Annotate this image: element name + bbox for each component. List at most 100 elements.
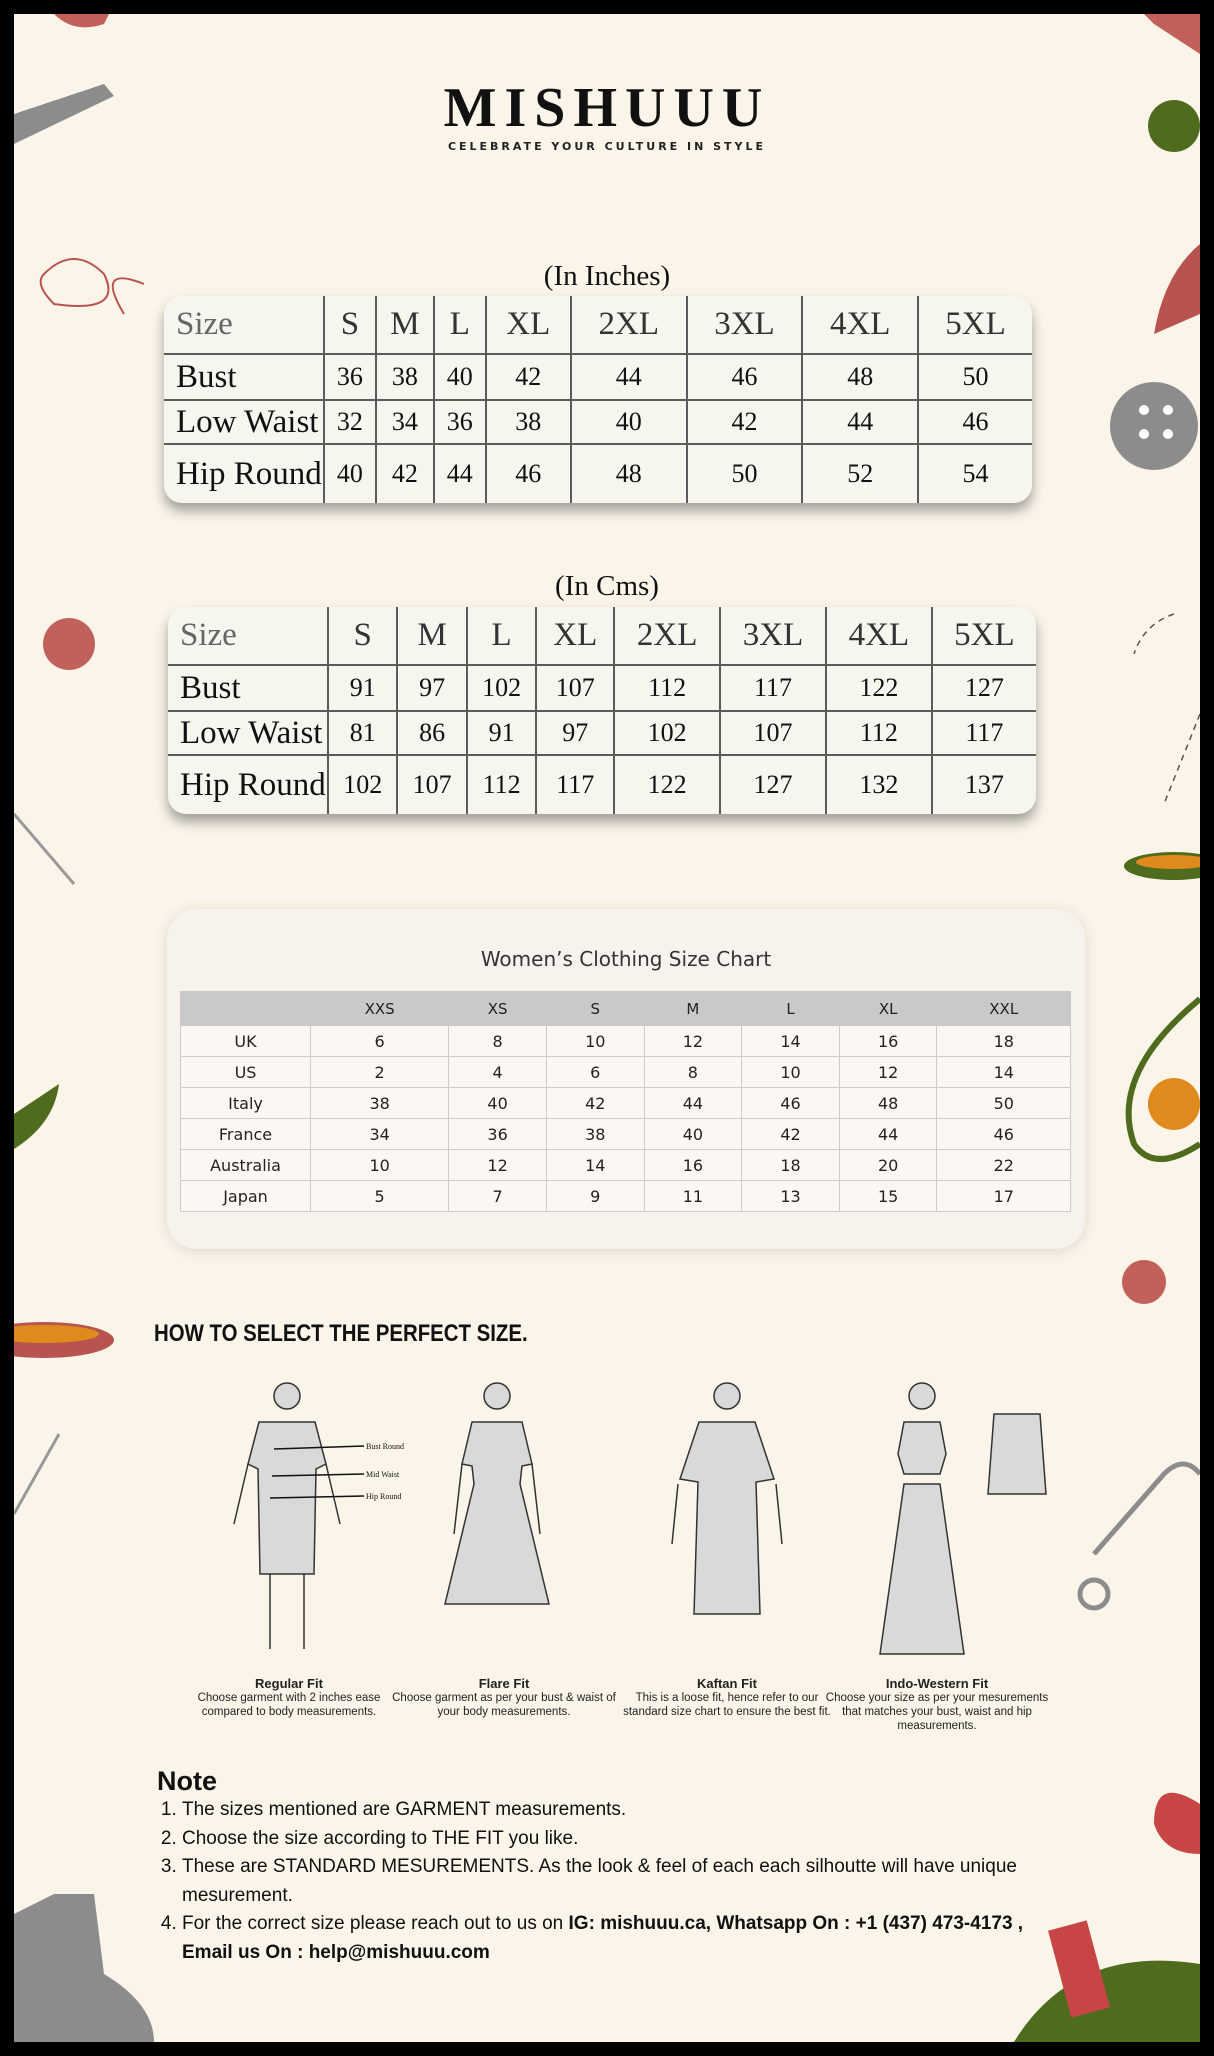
fit-caption: Flare Fit Choose garment as per your bust… [389, 1677, 619, 1719]
row: Japan 5 7 9 11 13 15 17 [180, 1180, 1071, 1212]
row: US 2 4 6 8 10 12 14 [180, 1056, 1071, 1088]
cell: 34 [374, 399, 435, 445]
header-cell: XXL [936, 991, 1071, 1026]
header-cell: 2XL [569, 296, 688, 355]
note-text: For the correct size please reach out to… [182, 1913, 569, 1934]
header-cell: 5XL [917, 296, 1032, 355]
row: Bust 91 97 102 107 112 117 122 127 [168, 664, 1036, 712]
cell: 16 [838, 1025, 938, 1057]
cell: 8 [643, 1056, 743, 1088]
cell: 38 [309, 1087, 450, 1119]
cell: 54 [917, 443, 1032, 503]
cell: 102 [326, 754, 399, 814]
cell: 40 [323, 443, 377, 503]
cell: 50 [936, 1087, 1071, 1119]
cell: 36 [432, 399, 487, 445]
table-title: (In Cms) [555, 570, 659, 602]
cell: 18 [936, 1025, 1071, 1057]
fit-name: Regular Fit [255, 1676, 323, 1691]
cell: 38 [484, 399, 572, 445]
cell: 11 [643, 1180, 743, 1212]
fit-description: Choose garment as per your bust & waist … [392, 1692, 616, 1718]
size-table-cms: Size S M L XL 2XL 3XL 4XL 5XL Bust 91 97 102 107 112 11… [168, 607, 1036, 814]
row-label: Italy [180, 1087, 311, 1119]
cell: 46 [936, 1118, 1071, 1150]
cell: 36 [448, 1118, 547, 1150]
cell: 10 [545, 1025, 645, 1057]
header-cell: M [643, 991, 743, 1026]
header-cell: Size [168, 607, 329, 666]
cell: 34 [309, 1118, 450, 1150]
section-title: HOW TO SELECT THE PERFECT SIZE. [154, 1320, 528, 1347]
row: Australia 10 12 14 16 18 20 22 [180, 1149, 1071, 1181]
note-contact: IG: mishuuu.ca, Whatsapp On : +1 (437) 4… [182, 1913, 1024, 1963]
fit-caption: Indo-Western Fit Choose your size as per … [822, 1677, 1052, 1733]
header-cell: S [545, 991, 645, 1026]
cell: 8 [448, 1025, 547, 1057]
size-table-inches: Size S M L XL 2XL 3XL 4XL 5XL Bust 36 38 40 42 44 46 48 5… [164, 296, 1032, 503]
row-label: Low Waist [164, 399, 325, 445]
cell: 137 [930, 754, 1036, 814]
row-label: US [180, 1056, 311, 1088]
cell: 122 [613, 754, 722, 814]
cell: 9 [545, 1180, 645, 1212]
header-cell: XL [535, 607, 616, 666]
fit-description: Choose garment with 2 inches ease compar… [197, 1692, 381, 1718]
row-label: Bust [164, 353, 325, 401]
note-item: The sizes mentioned are GARMENT measurem… [182, 1796, 1047, 1825]
cell: 44 [801, 399, 920, 445]
header-cell: XXS [309, 991, 450, 1026]
row: Bust 36 38 40 42 44 46 48 50 [164, 353, 1032, 401]
cell: 2 [309, 1056, 450, 1088]
fit-caption: Kaftan Fit This is a loose fit, hence ref… [612, 1677, 842, 1719]
cell: 6 [309, 1025, 450, 1057]
row: Italy 38 40 42 44 46 48 50 [180, 1087, 1071, 1119]
fit-description: This is a loose fit, hence refer to our … [623, 1692, 831, 1718]
cell: 20 [838, 1149, 938, 1181]
cell: 132 [824, 754, 933, 814]
brand-name: MISHUUU [443, 77, 771, 139]
measure-label: Hip Round [366, 1492, 402, 1501]
cell: 127 [930, 664, 1036, 712]
cell: 42 [374, 443, 435, 503]
header-cell: 4XL [801, 296, 920, 355]
cell: 14 [741, 1025, 840, 1057]
cell: 50 [917, 353, 1032, 401]
row: Low Waist 81 86 91 97 102 107 112 117 [168, 710, 1036, 756]
cell: 46 [685, 353, 804, 401]
cell: 44 [838, 1118, 938, 1150]
cell: 13 [741, 1180, 840, 1212]
cell: 107 [535, 664, 616, 712]
note-item: For the correct size please reach out to… [182, 1910, 1047, 1967]
header-row: Size S M L XL 2XL 3XL 4XL 5XL [168, 607, 1036, 666]
decorations [14, 14, 1200, 2042]
tagline: CELEBRATE YOUR CULTURE IN STYLE [447, 140, 767, 153]
row: France 34 36 38 40 42 44 46 [180, 1118, 1071, 1150]
cell: 117 [930, 710, 1036, 756]
header-cell: S [326, 607, 399, 666]
row: Hip Round 40 42 44 46 48 50 52 54 [164, 443, 1032, 503]
cell: 36 [323, 353, 377, 401]
cell: 91 [326, 664, 399, 712]
fit-figures [233, 1382, 1047, 1655]
cell: 4 [448, 1056, 547, 1088]
measure-label: Bust Round [366, 1442, 405, 1451]
cell: 107 [396, 754, 468, 814]
cell: 32 [323, 399, 377, 445]
cell: 40 [432, 353, 487, 401]
cell: 5 [309, 1180, 450, 1212]
note-title: Note [157, 1766, 217, 1796]
cell: 40 [569, 399, 688, 445]
cell: 42 [484, 353, 572, 401]
measure-label: Mid Waist [366, 1470, 400, 1479]
cell: 48 [838, 1087, 938, 1119]
note-item: These are STANDARD MESUREMENTS. As the l… [182, 1853, 1047, 1910]
header-row: XXS XS S M L XL XXL [180, 991, 1071, 1026]
cell: 10 [309, 1149, 450, 1181]
note-list: The sizes mentioned are GARMENT measurem… [157, 1796, 1047, 1967]
cell: 10 [741, 1056, 840, 1088]
header-cell: 5XL [930, 607, 1036, 666]
cell: 112 [824, 710, 933, 756]
row-label: France [180, 1118, 311, 1150]
